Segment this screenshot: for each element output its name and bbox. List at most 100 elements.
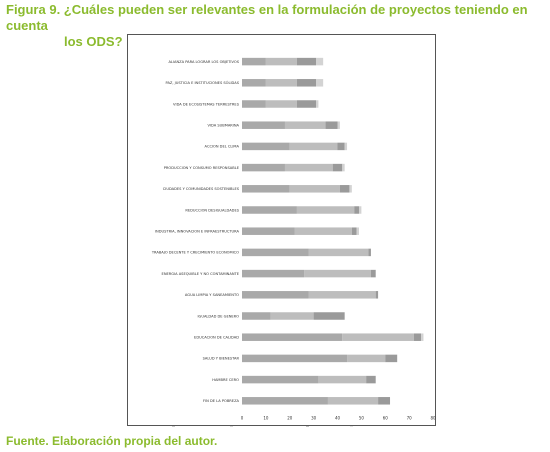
bar-segment [242,100,266,108]
category-label: SALUD Y BIENESTAR [203,357,240,361]
x-tick-label: 30 [311,415,317,420]
bar-segment [366,375,376,384]
bar-segment [316,57,324,66]
category-label: EDUCACION DE CALIDAD [194,336,239,340]
bar-segment [356,227,359,235]
x-tick-label: 10 [263,415,269,420]
bar-segment [413,333,422,341]
bar-segment [351,227,357,235]
category-label: TRABAJO DECENTE Y CRECIMIENTO ECONOMICO [151,251,239,255]
bar-segment [332,163,343,172]
bar-segment [354,206,359,214]
category-label: ENERGIA ASEQUIBLE Y NO CONTAMINANTE [162,272,240,276]
category-label: PAZ, JUSTICIA E INSTITUCIONES SÓLIDAS [166,80,240,85]
bar-segment [242,57,266,66]
bar-segment [342,163,345,172]
bar-segment [337,142,345,151]
bar-segment [316,79,324,87]
bar-segment [296,57,317,66]
bar-segment [385,354,398,363]
category-label: REDUCCION DESIGUALDADES [185,208,239,212]
bar-segment [347,354,386,363]
category-label: AGUA LIMPIA Y SANEAMIENTO [185,293,239,297]
category-label: HAMBRE CERO [212,378,239,382]
bar-segment [296,79,317,87]
bar-segment [242,227,295,235]
bar-segment [265,79,297,87]
bar-segment [308,248,369,257]
bar-segment [242,291,309,299]
bar-segment [242,333,343,341]
bar-segment [265,100,297,108]
x-tick-label: 50 [359,415,365,420]
bar-segment [421,333,424,341]
x-tick-label: 80 [430,415,436,420]
bar-segment [242,185,290,193]
bar-segment [265,57,297,66]
category-label: VIDA DE ECOSISTEMAS TERRESTRES [173,102,240,106]
bar-segment [318,375,367,384]
bar-segment [375,291,379,299]
legend-label: MUY IMPORTANTE [177,425,211,427]
bar-segment [296,100,317,108]
bar-segment [270,312,314,320]
bar-segment [342,333,414,341]
bar-segment [296,206,355,214]
category-label: VIDA SUBMARINA [208,124,240,128]
bar-segment [294,227,352,235]
bar-segment [242,163,285,172]
category-label: INDUSTRIA, INNOVACION E INFRAESTRUCTURA [155,230,240,234]
bar-segment [313,312,345,320]
category-label: IGUALDAD DE GENERO [197,314,239,318]
legend-swatch [172,426,175,427]
chart-frame: ALIANZA PARA LOGRAR LOS OBJETIVOS PAZ, JU… [127,34,436,427]
bar-segment [242,375,319,384]
bar-segment [242,269,305,278]
x-tick-label: 70 [407,415,413,420]
legend-label: NO ES IMPORTANTE [355,425,393,427]
x-tick-label: 20 [287,415,293,420]
bar-segment [242,248,309,257]
bar-segment [370,269,376,278]
legend-label: IMPORTANTE [311,425,336,427]
x-tick-label: 0 [241,415,244,420]
bar-segment [349,185,352,193]
bar-segment [378,397,391,405]
category-label: CIUDADES Y COMUNIDADES SOSTENIBLES [163,187,240,191]
bar-segment [242,79,266,87]
category-label: ACCION DEL CLIMA [205,145,240,149]
bar-segment [242,142,290,151]
bar-segment [308,291,376,299]
legend-swatch [306,426,309,427]
bar-segment [368,248,371,257]
figure-title-line-1: Figura 9. ¿Cuáles pueden ser relevantes … [6,2,528,33]
bar-segment [325,121,338,129]
bar-segment [304,269,371,278]
figure-title: Figura 9. ¿Cuáles pueden ser relevantes … [6,2,546,50]
bar-segment [242,354,348,363]
bar-segment [284,163,333,172]
bar-segment [242,312,271,320]
bar-segment [289,185,340,193]
bar-segment [289,142,338,151]
x-tick-label: 60 [383,415,389,420]
legend-swatch [350,426,353,427]
bar-segment [316,100,319,108]
figure-title-line-2: los ODS? [64,34,123,49]
category-label: FIN DE LA POBREZA [203,399,240,403]
bar-chart: ALIANZA PARA LOGRAR LOS OBJETIVOS PAZ, JU… [151,57,436,427]
bar-segment [242,206,297,214]
bar-segment [339,185,350,193]
legend-swatch [230,426,233,427]
x-tick-label: 40 [335,415,341,420]
category-label: PRODUCCION Y CONSUMO RESPONSABLE [164,166,240,170]
bar-segment [344,142,348,151]
bar-segment [284,121,326,129]
figure-source: Fuente. Elaboración propia del autor. [6,434,218,448]
bar-segment [358,206,362,214]
bar-segment [327,397,379,405]
category-label: ALIANZA PARA LOGRAR LOS OBJETIVOS [168,60,239,64]
bar-segment [242,397,328,405]
bar-segment [242,121,285,129]
bar-segment [337,121,340,129]
